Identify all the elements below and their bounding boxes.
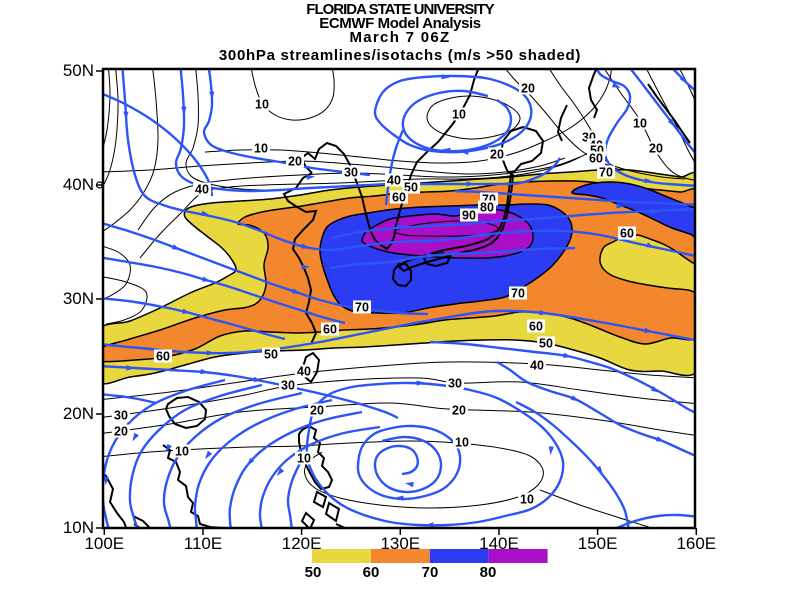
svg-text:70: 70 [355,301,369,315]
svg-text:30: 30 [114,409,128,423]
svg-text:20: 20 [310,404,324,418]
svg-text:10: 10 [297,452,311,466]
svg-text:60: 60 [363,564,380,581]
svg-text:30: 30 [281,379,295,393]
svg-text:10N: 10N [63,518,94,537]
svg-text:80: 80 [480,564,497,581]
svg-text:60: 60 [392,191,406,205]
svg-text:20: 20 [649,142,663,156]
svg-text:300hPa streamlines/isotachs (m: 300hPa streamlines/isotachs (m/s >50 sha… [219,47,581,64]
svg-text:70: 70 [599,166,613,180]
svg-text:ECMWF Model Analysis: ECMWF Model Analysis [319,15,481,32]
svg-text:50: 50 [305,564,322,581]
svg-text:20: 20 [490,148,504,162]
svg-text:40: 40 [297,365,311,379]
svg-text:40: 40 [530,359,544,373]
svg-text:10: 10 [455,436,469,450]
svg-text:120E: 120E [282,534,322,553]
svg-text:10: 10 [175,445,189,459]
svg-text:80: 80 [480,201,494,215]
svg-text:60: 60 [589,152,603,166]
svg-text:150E: 150E [578,534,618,553]
svg-text:40N: 40N [63,175,94,194]
svg-text:20: 20 [452,404,466,418]
svg-text:160E: 160E [676,534,716,553]
svg-text:20: 20 [114,425,128,439]
svg-text:10: 10 [452,108,466,122]
svg-text:60: 60 [323,323,337,337]
svg-text:60: 60 [620,227,634,241]
svg-text:40: 40 [387,174,401,188]
svg-text:10: 10 [254,142,268,156]
svg-text:20N: 20N [63,404,94,423]
svg-text:130E: 130E [380,534,420,553]
svg-text:60: 60 [529,320,543,334]
svg-text:50: 50 [264,348,278,362]
svg-text:60: 60 [156,350,170,364]
svg-text:50: 50 [539,337,553,351]
svg-text:30: 30 [344,166,358,180]
svg-text:30N: 30N [63,289,94,308]
svg-text:10: 10 [255,98,269,112]
svg-text:140E: 140E [479,534,519,553]
svg-text:100E: 100E [84,534,124,553]
svg-text:70: 70 [511,287,525,301]
svg-text:50N: 50N [63,61,94,80]
svg-text:40: 40 [195,183,209,197]
svg-text:70: 70 [422,564,439,581]
svg-text:30: 30 [448,377,462,391]
svg-text:10: 10 [520,493,534,507]
svg-text:March 7 06Z: March 7 06Z [349,29,450,46]
svg-text:20: 20 [521,82,535,96]
svg-text:110E: 110E [184,534,222,553]
svg-text:10: 10 [633,117,647,131]
svg-text:FLORIDA STATE UNIVERSITY: FLORIDA STATE UNIVERSITY [306,1,494,18]
svg-text:20: 20 [288,155,302,169]
svg-text:90: 90 [462,209,476,223]
